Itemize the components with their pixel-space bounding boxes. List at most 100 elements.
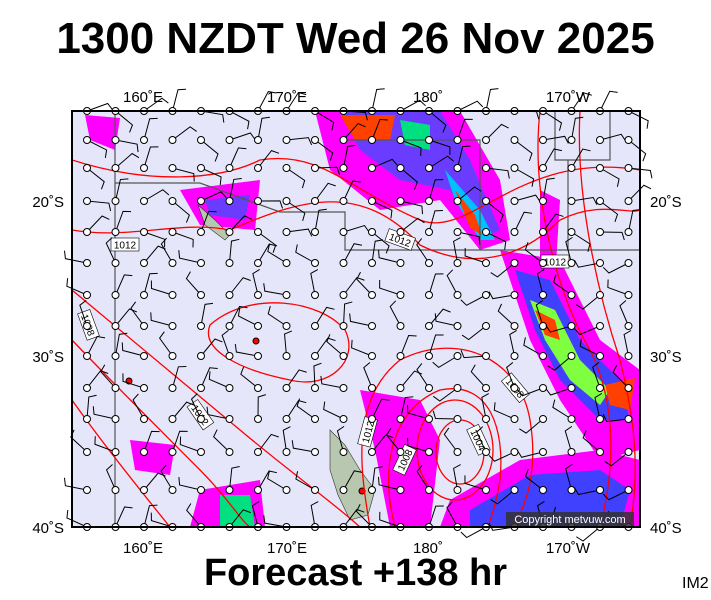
wind-barb bbox=[197, 302, 214, 330]
wind-barb bbox=[607, 279, 633, 299]
wind-barb bbox=[516, 448, 547, 458]
wind-barb bbox=[83, 215, 110, 236]
wind-barb bbox=[179, 436, 205, 456]
top-lon-label: 170˚W bbox=[546, 89, 591, 106]
wind-barb bbox=[623, 330, 633, 360]
wind-barb bbox=[105, 464, 120, 494]
wind-barb bbox=[470, 364, 490, 392]
bottom-lon-label: 160˚E bbox=[123, 540, 163, 557]
wind-barb bbox=[425, 155, 455, 172]
wind-barb bbox=[525, 468, 547, 494]
wind-barb bbox=[168, 430, 188, 456]
wind-barb bbox=[425, 136, 451, 155]
wind-barb bbox=[83, 335, 106, 360]
wind-barb bbox=[368, 434, 394, 456]
wind-barb bbox=[385, 427, 405, 456]
wind-barb bbox=[596, 164, 620, 187]
wind-barb bbox=[225, 238, 240, 267]
wind-barb bbox=[83, 197, 112, 212]
wind-barb bbox=[339, 180, 361, 205]
wind-barb bbox=[461, 322, 490, 341]
wind-barb bbox=[323, 401, 348, 423]
wind-barb bbox=[567, 116, 584, 144]
wind-barb bbox=[197, 210, 217, 236]
wind-barb bbox=[140, 272, 158, 299]
map-frame bbox=[71, 110, 641, 528]
svg-text:1012: 1012 bbox=[544, 258, 567, 269]
wind-barb bbox=[493, 402, 519, 423]
wind-barb bbox=[432, 352, 462, 369]
new-caledonia bbox=[197, 204, 231, 241]
wind-barb bbox=[254, 197, 283, 209]
wind-barb bbox=[576, 291, 604, 310]
wind-barb bbox=[368, 466, 383, 494]
wind-barb bbox=[464, 475, 490, 494]
wind-barb bbox=[482, 123, 509, 144]
wind-barb bbox=[490, 486, 519, 505]
wind-barb bbox=[267, 243, 291, 267]
wind-barb bbox=[482, 164, 510, 179]
wind-barb bbox=[488, 291, 519, 300]
left-lat-label: 30˚S bbox=[32, 349, 64, 366]
wind-barb bbox=[111, 308, 138, 330]
wind-barb bbox=[263, 283, 291, 299]
wind-barb bbox=[356, 271, 376, 299]
wind-barb bbox=[282, 330, 293, 360]
wind-barb bbox=[432, 410, 462, 423]
wind-barb bbox=[482, 228, 507, 250]
wind-barb bbox=[510, 164, 535, 187]
wind-barb bbox=[524, 242, 547, 267]
wind-barb bbox=[339, 144, 356, 172]
wind-barb bbox=[574, 322, 604, 336]
wind-barb bbox=[582, 430, 604, 456]
bottom-lon-label: 170˚W bbox=[546, 540, 591, 557]
wind-barb bbox=[100, 364, 120, 392]
wind-barb bbox=[254, 150, 280, 172]
wind-barb bbox=[539, 213, 564, 236]
wind-barb bbox=[282, 369, 307, 392]
wind-barb bbox=[567, 148, 591, 172]
wind-barb bbox=[83, 370, 109, 392]
wind-barb bbox=[150, 312, 177, 330]
wind-barb bbox=[234, 344, 262, 360]
wind-barb bbox=[579, 338, 604, 360]
wind-barb bbox=[596, 133, 627, 144]
wind-barb bbox=[368, 398, 390, 423]
wind-barb bbox=[296, 398, 319, 423]
wind-barb bbox=[225, 132, 256, 144]
wind-barb bbox=[63, 477, 91, 494]
wind-barb bbox=[311, 306, 335, 330]
boundary-lines bbox=[114, 111, 640, 527]
wind-barb bbox=[389, 300, 405, 330]
wind-barb bbox=[140, 117, 158, 144]
wind-barb bbox=[105, 237, 120, 267]
wind-barb bbox=[602, 486, 633, 501]
wind-barb bbox=[619, 300, 633, 330]
wind-barb bbox=[416, 363, 433, 392]
wind-barb bbox=[407, 437, 433, 456]
wind-barb bbox=[159, 331, 177, 360]
wind-barb bbox=[83, 136, 108, 158]
wind-barb bbox=[539, 135, 569, 144]
wind-barb bbox=[565, 236, 576, 267]
wind-barb bbox=[339, 224, 370, 236]
right-lat-label: 30˚S bbox=[650, 349, 682, 366]
wind-barb bbox=[396, 217, 425, 236]
wind-barb bbox=[311, 164, 341, 175]
wind-barb bbox=[368, 228, 390, 254]
wind-barb bbox=[368, 158, 398, 172]
wind-barb bbox=[254, 433, 279, 456]
copyright-text: Copyright metvuw.com bbox=[514, 514, 625, 526]
wind-barb bbox=[368, 239, 384, 267]
wind-barb bbox=[140, 430, 160, 456]
wind-barb bbox=[624, 164, 653, 179]
wind-barb bbox=[443, 427, 462, 456]
wind-barb bbox=[519, 415, 547, 434]
wind-barb bbox=[208, 371, 234, 392]
wind-barb bbox=[168, 126, 197, 144]
wind-barb bbox=[225, 215, 252, 236]
wind-barb bbox=[168, 365, 187, 392]
wind-barb bbox=[140, 146, 159, 172]
wind-barb bbox=[460, 350, 490, 360]
wind-barb bbox=[379, 280, 405, 299]
